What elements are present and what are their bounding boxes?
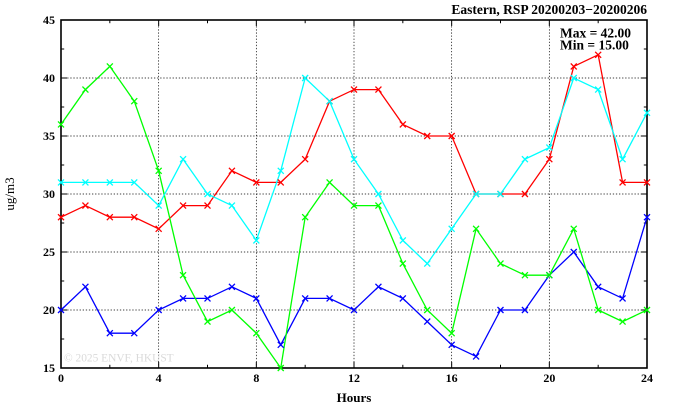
- svg-text:24: 24: [641, 371, 653, 385]
- svg-text:Eastern, RSP 20200203−20200206: Eastern, RSP 20200203−20200206: [451, 2, 647, 17]
- svg-text:30: 30: [43, 187, 55, 201]
- svg-text:4: 4: [156, 371, 162, 385]
- svg-text:© 2025 ENVF, HKUST: © 2025 ENVF, HKUST: [64, 353, 174, 365]
- svg-text:Hours: Hours: [337, 390, 372, 405]
- svg-text:0: 0: [58, 371, 64, 385]
- svg-text:8: 8: [253, 371, 259, 385]
- svg-text:45: 45: [43, 13, 55, 27]
- svg-text:20: 20: [543, 371, 555, 385]
- svg-text:15: 15: [43, 361, 55, 375]
- svg-text:ug/m3: ug/m3: [2, 177, 17, 210]
- svg-text:20: 20: [43, 303, 55, 317]
- svg-text:25: 25: [43, 245, 55, 259]
- svg-text:Min = 15.00: Min = 15.00: [560, 38, 629, 53]
- svg-text:40: 40: [43, 71, 55, 85]
- svg-text:16: 16: [446, 371, 458, 385]
- svg-text:35: 35: [43, 129, 55, 143]
- svg-text:12: 12: [348, 371, 360, 385]
